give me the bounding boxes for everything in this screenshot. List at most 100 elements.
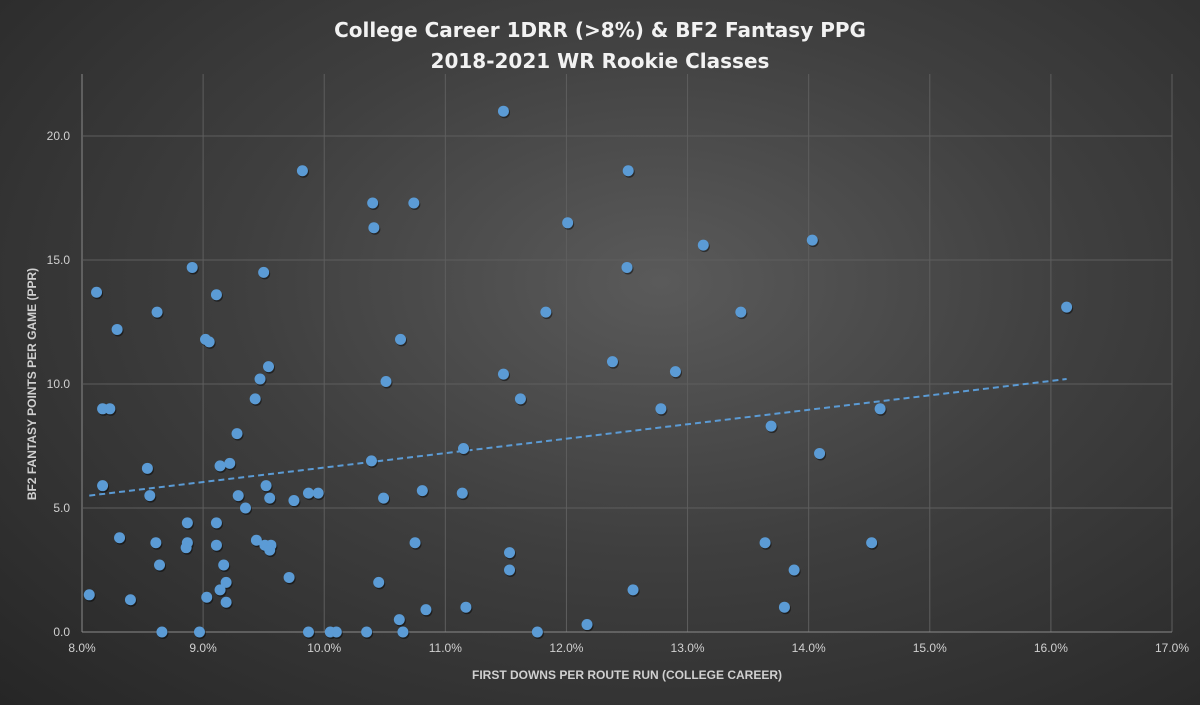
data-point — [283, 571, 295, 583]
data-point — [186, 261, 198, 273]
data-point — [210, 289, 222, 301]
x-tick-label: 13.0% — [671, 641, 705, 655]
data-point — [361, 626, 373, 638]
data-point — [460, 601, 472, 613]
chart-title-line-1: College Career 1DRR (>8%) & BF2 Fantasy … — [334, 18, 866, 42]
data-point — [365, 455, 377, 467]
data-point — [232, 490, 244, 502]
data-point — [258, 266, 270, 278]
y-tick-label: 20.0 — [47, 129, 71, 143]
data-point — [214, 584, 226, 596]
data-point — [778, 601, 790, 613]
x-tick-label: 9.0% — [189, 641, 217, 655]
data-point — [312, 487, 324, 499]
data-point — [220, 596, 232, 608]
data-point — [114, 532, 126, 544]
data-point — [124, 594, 136, 606]
data-point — [393, 614, 405, 626]
data-point — [581, 619, 593, 631]
data-point — [497, 105, 509, 117]
data-point — [378, 492, 390, 504]
data-point — [456, 487, 468, 499]
data-point — [759, 537, 771, 549]
data-point — [497, 368, 509, 380]
trendline — [89, 378, 1067, 497]
data-point — [181, 517, 193, 529]
data-point — [144, 490, 156, 502]
gridlines — [81, 74, 1173, 633]
data-point — [866, 537, 878, 549]
data-point — [180, 542, 192, 554]
data-point — [156, 626, 168, 638]
data-point — [141, 462, 153, 474]
data-point — [302, 626, 314, 638]
data-point — [203, 336, 215, 348]
data-point — [151, 306, 163, 318]
data-point — [296, 165, 308, 177]
data-point — [562, 217, 574, 229]
data-point — [260, 480, 272, 492]
data-points — [83, 105, 1074, 639]
data-point — [765, 420, 777, 432]
data-point — [397, 626, 409, 638]
x-tick-label: 8.0% — [68, 641, 96, 655]
data-point — [367, 197, 379, 209]
y-tick-label: 15.0 — [47, 253, 71, 267]
data-point — [83, 589, 95, 601]
data-point — [504, 564, 516, 576]
data-point — [458, 442, 469, 454]
data-point — [735, 306, 747, 318]
data-point — [655, 403, 667, 415]
data-point — [224, 457, 236, 469]
data-point — [531, 626, 543, 638]
data-point — [368, 222, 380, 234]
data-point — [264, 544, 276, 556]
data-point — [193, 626, 205, 638]
data-point — [669, 366, 681, 378]
data-point — [408, 197, 420, 209]
data-point — [416, 485, 428, 497]
x-tick-label: 14.0% — [792, 641, 826, 655]
data-point — [409, 537, 421, 549]
data-point — [220, 576, 232, 588]
data-point — [622, 165, 634, 177]
data-point — [621, 261, 633, 273]
data-point — [874, 403, 886, 415]
data-point — [264, 492, 276, 504]
data-point — [814, 447, 826, 459]
x-tick-label: 17.0% — [1155, 641, 1189, 655]
data-point — [263, 361, 275, 373]
data-point — [249, 393, 261, 405]
data-point — [504, 547, 516, 559]
data-point — [111, 323, 123, 335]
data-point — [373, 576, 385, 588]
data-point — [606, 356, 618, 368]
x-axis-label: FIRST DOWNS PER ROUTE RUN (COLLEGE CAREE… — [472, 668, 782, 682]
y-tick-label: 10.0 — [47, 377, 71, 391]
data-point — [218, 559, 230, 571]
data-point — [254, 373, 266, 385]
data-point — [97, 480, 109, 492]
data-point — [380, 376, 392, 388]
y-tick-label: 0.0 — [53, 625, 70, 639]
x-tick-label: 12.0% — [549, 641, 583, 655]
data-point — [302, 487, 314, 499]
data-point — [395, 333, 407, 345]
data-point — [288, 495, 300, 507]
x-tick-label: 10.0% — [307, 641, 341, 655]
data-point — [697, 239, 709, 251]
chart-title-line-2: 2018-2021 WR Rookie Classes — [431, 49, 770, 73]
data-point — [154, 559, 166, 571]
data-point — [1061, 301, 1073, 313]
data-point — [104, 403, 116, 415]
data-point — [240, 502, 251, 514]
x-tick-label: 16.0% — [1034, 641, 1068, 655]
x-tick-label: 15.0% — [913, 641, 947, 655]
data-point — [231, 428, 243, 440]
data-point — [250, 534, 262, 546]
data-point — [330, 626, 342, 638]
data-point — [91, 286, 103, 298]
data-point — [627, 584, 639, 596]
y-tick-label: 5.0 — [53, 501, 70, 515]
